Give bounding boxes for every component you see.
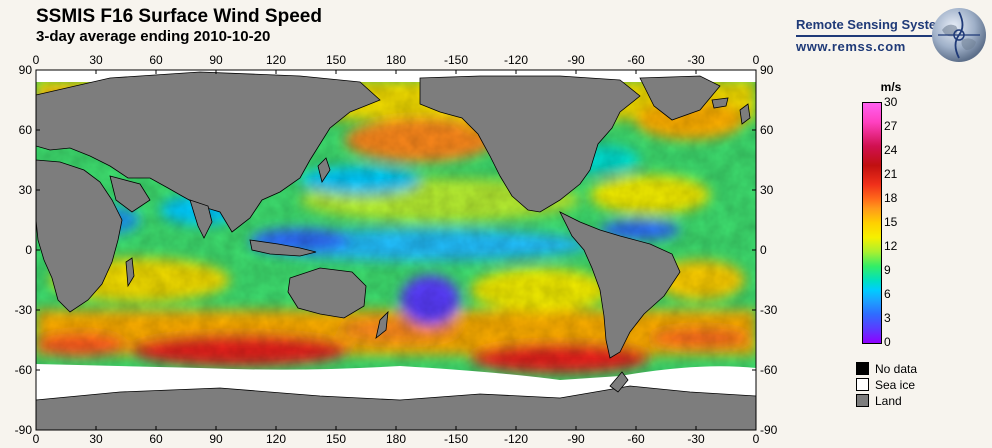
map-title: SSMIS F16 Surface Wind Speed: [36, 6, 322, 27]
lat-label-left: 30: [19, 183, 33, 197]
lon-label-top: 0: [753, 53, 760, 67]
colorbar-tick-label: 12: [884, 239, 898, 253]
map-subtitle: 3-day average ending 2010-10-20: [36, 28, 271, 45]
colorbar-tick-label: 6: [884, 287, 891, 301]
legend-label: Sea ice: [875, 378, 916, 392]
lat-label-right: 30: [760, 183, 774, 197]
lon-label-bottom: 60: [149, 432, 163, 446]
lon-label-top: 0: [33, 53, 40, 67]
lon-label-bottom: 180: [386, 432, 406, 446]
globe-logo-icon: [932, 8, 986, 62]
legend-item: Sea ice: [856, 378, 915, 392]
logo-url[interactable]: www.remss.com: [796, 39, 906, 54]
logo-underline: [796, 35, 936, 37]
lon-label-bottom: -90: [567, 432, 585, 446]
colorbar-tick-label: 18: [884, 191, 898, 205]
lon-label-top: 180: [386, 53, 406, 67]
lon-label-bottom: 150: [326, 432, 346, 446]
lat-label-right: 0: [760, 243, 767, 257]
lon-label-bottom: -150: [444, 432, 468, 446]
lon-label-top: -90: [567, 53, 585, 67]
lon-label-top: 60: [149, 53, 163, 67]
lat-label-right: 90: [760, 63, 774, 77]
lon-label-bottom: 30: [89, 432, 103, 446]
legend-item: Land: [856, 394, 902, 408]
lon-label-top: -30: [687, 53, 705, 67]
lon-label-bottom: 0: [33, 432, 40, 446]
lat-label-right: -90: [760, 423, 778, 437]
lat-label-right: 60: [760, 123, 774, 137]
lat-label-right: -30: [760, 303, 778, 317]
colorbar-tick-label: 27: [884, 119, 898, 133]
lon-label-bottom: -60: [627, 432, 645, 446]
colorbar: [862, 102, 882, 344]
colorbar-tick-label: 21: [884, 167, 898, 181]
axis-tick-labels: 0 0 30 30 60 60 90 90 120 120 150 150 180 180 -150 -150…: [15, 53, 778, 446]
lon-label-top: -150: [444, 53, 468, 67]
logo-name: Remote Sensing Systems: [796, 17, 955, 32]
lon-label-top: -120: [504, 53, 528, 67]
lat-label-left: -30: [15, 303, 33, 317]
colorbar-tick-label: 3: [884, 311, 891, 325]
colorbar-tick-label: 15: [884, 215, 898, 229]
colorbar-tick-label: 9: [884, 263, 891, 277]
colorbar-tick-label: 30: [884, 95, 898, 109]
lon-label-bottom: 90: [209, 432, 223, 446]
lat-label-left: 0: [25, 243, 32, 257]
map-field: [36, 70, 756, 430]
lon-label-bottom: -30: [687, 432, 705, 446]
legend-item: No data: [856, 362, 917, 376]
lon-label-top: 120: [266, 53, 286, 67]
lat-label-right: -60: [760, 363, 778, 377]
legend-swatch: [856, 362, 869, 375]
legend-swatch: [856, 394, 869, 407]
colorbar-tick-label: 0: [884, 335, 891, 349]
lon-label-top: -60: [627, 53, 645, 67]
lat-label-left: 90: [19, 63, 33, 77]
lon-label-bottom: 0: [753, 432, 760, 446]
lat-label-left: -90: [15, 423, 33, 437]
lat-label-left: -60: [15, 363, 33, 377]
axis-ticks: [35, 69, 757, 431]
legend-swatch: [856, 378, 869, 391]
land: [36, 71, 756, 430]
lon-label-top: 30: [89, 53, 103, 67]
colorbar-unit: m/s: [880, 80, 902, 94]
legend-label: Land: [875, 394, 902, 408]
lon-label-bottom: -120: [504, 432, 528, 446]
lon-label-top: 150: [326, 53, 346, 67]
lon-label-top: 90: [209, 53, 223, 67]
legend-label: No data: [875, 362, 918, 376]
lon-label-bottom: 120: [266, 432, 286, 446]
colorbar-tick-label: 24: [884, 143, 898, 157]
lat-label-left: 60: [19, 123, 33, 137]
